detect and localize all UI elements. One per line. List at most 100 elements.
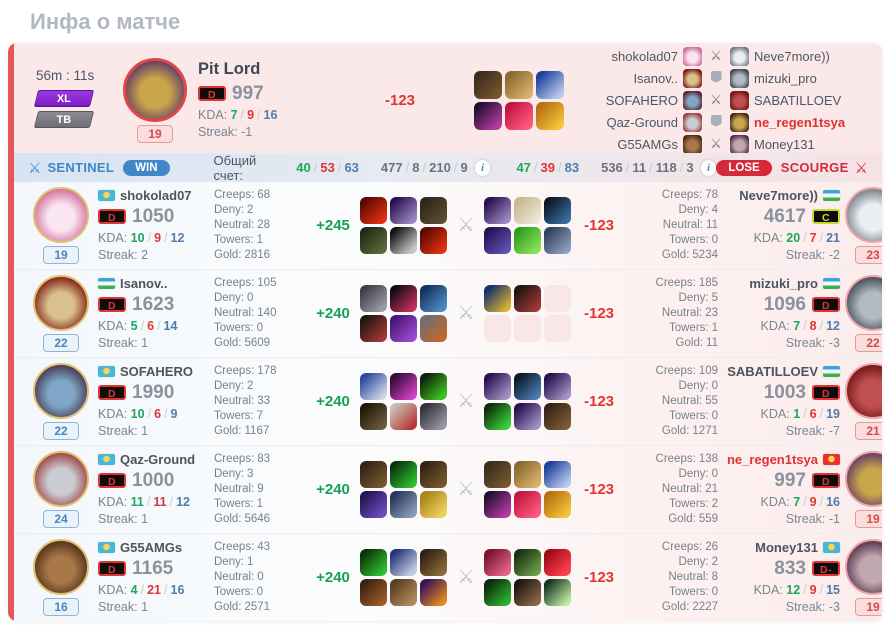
player-avatar[interactable] xyxy=(845,451,882,507)
matchup-player-name-left[interactable]: SOFAHERO xyxy=(605,92,678,108)
items-grid xyxy=(360,373,448,430)
info-icon[interactable]: i xyxy=(474,159,491,176)
hero-avatar[interactable] xyxy=(123,57,187,122)
score-bar: ⚔ SENTINEL WIN Общий счет: 405363 477821… xyxy=(14,153,882,183)
item-icon xyxy=(360,373,387,400)
matchup-player-name-right[interactable]: Money131 xyxy=(754,136,815,152)
hero-rating: 997 xyxy=(232,82,264,104)
kills: 7 xyxy=(230,107,238,122)
player-avatar[interactable] xyxy=(33,363,89,419)
stats-block: Creeps: 178 Deny: 2 Neutral: 33 Towers: 7 Go… xyxy=(214,365,277,437)
item-icon xyxy=(544,373,571,400)
player-name[interactable]: G55AMGs xyxy=(120,539,183,555)
vs-icon: ⚔ xyxy=(710,136,722,151)
country-flag-icon xyxy=(823,189,840,201)
item-icon xyxy=(420,403,447,430)
item-icon xyxy=(514,549,541,576)
level-badge: 24 xyxy=(43,510,79,528)
player-streak: Streak: -3 xyxy=(785,599,840,614)
player-avatar[interactable] xyxy=(845,363,882,419)
empty-item-slot xyxy=(484,315,511,342)
matchup-player-name-left[interactable]: shokolad07 xyxy=(611,48,679,64)
player-avatar[interactable] xyxy=(845,275,882,331)
matchup-player-name-left[interactable]: Isanov.. xyxy=(633,70,678,86)
country-flag-icon xyxy=(98,277,115,289)
rank-badge: D xyxy=(98,297,126,312)
item-icon xyxy=(420,227,447,254)
player-rating: 1050 xyxy=(132,205,175,227)
player-avatar[interactable] xyxy=(845,539,882,595)
item-icon xyxy=(360,579,387,606)
item-icon xyxy=(390,403,417,430)
matchup-player-name-left[interactable]: G55AMGs xyxy=(617,136,678,152)
item-icon xyxy=(420,285,447,312)
player-avatar[interactable] xyxy=(33,539,89,595)
player-name[interactable]: Isanov.. xyxy=(120,275,168,291)
item-icon xyxy=(390,227,417,254)
items-grid xyxy=(484,197,572,254)
item-icon xyxy=(390,285,417,312)
items-grid xyxy=(484,285,572,342)
level-badge: 22 xyxy=(855,334,882,352)
matchup-player-name-left[interactable]: Qaz-Ground xyxy=(606,114,678,130)
item-icon xyxy=(420,315,447,342)
rating-delta-negative: -123 xyxy=(583,481,615,498)
item-icon xyxy=(505,101,533,130)
matchup-player-name-right[interactable]: Neve7more)) xyxy=(754,48,830,64)
player-rating: 997 xyxy=(774,469,806,491)
country-flag-icon xyxy=(98,453,115,465)
player-name[interactable]: SOFAHERO xyxy=(120,363,193,379)
item-icon xyxy=(544,491,571,518)
player-name[interactable]: shokolad07 xyxy=(120,187,192,203)
scourge-kda-totals: 473983 xyxy=(516,160,579,175)
level-badge: 23 xyxy=(855,246,882,264)
player-name[interactable]: ne_regen1tsya xyxy=(726,451,818,467)
player-avatar[interactable] xyxy=(33,275,89,331)
match-header: 56m : 11s XL TB 19 Pit Lord D 997 KDA: 7… xyxy=(14,43,882,155)
item-icon xyxy=(484,227,511,254)
item-icon xyxy=(360,227,387,254)
player-kda: KDA: 10912 xyxy=(98,230,214,247)
player-avatar[interactable] xyxy=(33,187,89,243)
vs-icon xyxy=(707,71,725,86)
info-icon[interactable]: i xyxy=(700,159,717,176)
lose-badge: LOSE xyxy=(716,159,772,176)
item-icon xyxy=(514,197,541,224)
matchup-row: shokolad07 ⚔ Neve7more)) xyxy=(566,45,866,67)
player-avatar[interactable] xyxy=(845,187,882,243)
stats-block: Creeps: 68 Deny: 2 Neutral: 28 Towers: 1 Gol… xyxy=(214,189,271,261)
empty-item-slot xyxy=(514,315,541,342)
crossed-swords-icon: ⚔ xyxy=(457,479,475,500)
crossed-swords-icon: ⚔ xyxy=(457,391,475,412)
rating-delta-negative: -123 xyxy=(583,305,615,322)
rank-badge: D xyxy=(198,86,226,101)
rating-delta-positive: +240 xyxy=(316,393,350,410)
player-name[interactable]: Money131 xyxy=(755,539,818,555)
matchup-player-name-right[interactable]: ne_regen1tsya xyxy=(754,114,846,130)
player-name[interactable]: mizuki_pro xyxy=(749,275,818,291)
matchup-player-name-right[interactable]: mizuki_pro xyxy=(754,70,817,86)
player-name[interactable]: Neve7more)) xyxy=(739,187,818,203)
player-avatar[interactable] xyxy=(33,451,89,507)
player-rating: 4617 xyxy=(763,205,806,227)
player-kda: KDA: 7916 xyxy=(718,494,840,511)
stats-block: Creeps: 185 Deny: 5 Neutral: 23 Towers: 1 Go… xyxy=(655,277,718,349)
sentinel-kda-totals: 405363 xyxy=(296,160,359,175)
vs-icon: ⚔ xyxy=(710,92,722,107)
match-duration: 56m : 11s xyxy=(36,68,95,83)
player-name[interactable]: SABATILLOEV xyxy=(727,363,818,379)
item-icon xyxy=(360,285,387,312)
hero-icon xyxy=(683,46,702,66)
stats-block: Creeps: 105 Deny: 0 Neutral: 140 Towers: 0 G… xyxy=(214,277,277,349)
item-icon xyxy=(360,403,387,430)
hero-kda: KDA: 79 16 xyxy=(198,107,348,124)
item-icon xyxy=(390,579,417,606)
player-name[interactable]: Qaz-Ground xyxy=(120,451,196,467)
item-icon xyxy=(484,403,511,430)
matchup-row: G55AMGs ⚔ Money131 xyxy=(566,133,866,155)
country-flag-icon xyxy=(98,365,115,377)
item-icon xyxy=(484,579,511,606)
hero-items-grid xyxy=(474,70,566,130)
matchup-player-name-right[interactable]: SABATILLOEV xyxy=(754,92,842,108)
player-kda: KDA: 42116 xyxy=(98,582,214,599)
